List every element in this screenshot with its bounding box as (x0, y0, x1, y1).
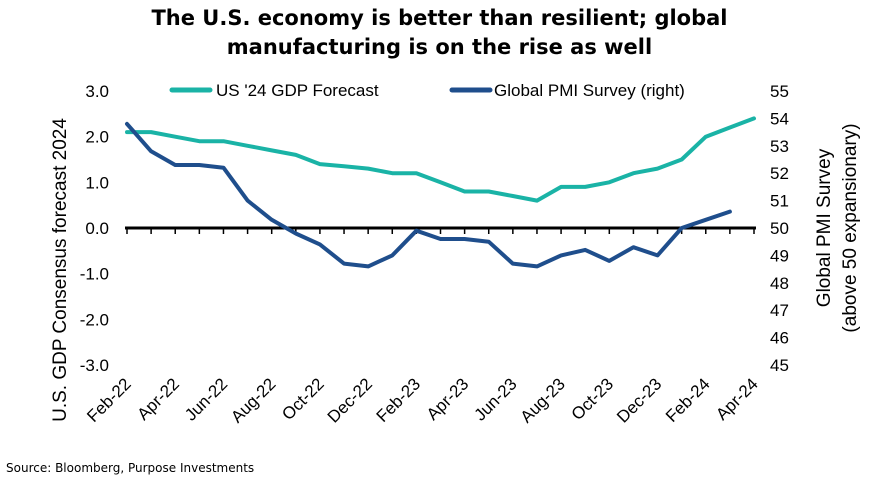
x-tick-label: Jun-22 (181, 374, 231, 424)
y-left-tick-label: 0.0 (85, 219, 109, 238)
legend: US '24 GDP Forecast Global PMI Survey (r… (169, 81, 685, 100)
x-tick-label: Dec-22 (324, 374, 376, 426)
y-axis-left-title: U.S. GDP Consensus forecast 2024 (50, 118, 71, 422)
chart-title-line1: The U.S. economy is better than resilien… (151, 6, 728, 30)
x-tick-label: Dec-23 (613, 374, 665, 426)
x-tick-label: Apr-24 (712, 374, 762, 424)
chart-title-line2: manufacturing is on the rise as well (226, 35, 653, 59)
x-tick-label: Feb-24 (662, 374, 714, 426)
y-left-tick-label: 2.0 (85, 128, 109, 147)
y-right-tick-label: 47 (770, 301, 789, 320)
x-tick-label: Feb-23 (373, 374, 425, 426)
y-left-tick-label: -1.0 (80, 265, 109, 284)
y-axis-right: 55 54 53 52 51 50 49 48 47 46 45 (770, 82, 789, 375)
x-tick-label: Aug-22 (227, 374, 279, 426)
y-axis-right-title-line1: Global PMI Survey (814, 148, 835, 307)
y-left-tick-label: 1.0 (85, 173, 109, 192)
legend-label-gdp: US '24 GDP Forecast (216, 81, 379, 100)
y-right-tick-label: 51 (770, 192, 789, 211)
y-right-tick-label: 54 (770, 109, 789, 128)
x-axis: Feb-22Apr-22Jun-22Aug-22Oct-22Dec-22Feb-… (83, 226, 762, 427)
x-tick-label: Oct-23 (568, 374, 618, 424)
y-left-tick-label: -3.0 (80, 356, 109, 375)
y-right-tick-label: 48 (770, 274, 789, 293)
source-note: Source: Bloomberg, Purpose Investments (6, 461, 255, 475)
y-left-tick-label: 3.0 (85, 82, 109, 101)
y-right-tick-label: 55 (770, 82, 789, 101)
x-tick-label: Aug-23 (517, 374, 569, 426)
x-tick-label: Apr-22 (134, 374, 184, 424)
series-line-global-pmi (125, 121, 732, 269)
x-tick-label: Oct-22 (278, 374, 328, 424)
y-right-tick-label: 50 (770, 219, 789, 238)
y-right-tick-label: 46 (770, 329, 789, 348)
x-tick-label: Apr-23 (423, 374, 473, 424)
series-layer (125, 116, 756, 269)
y-axis-right-title-line2: (above 50 expansionary) (840, 123, 861, 332)
y-axis-left: 3.0 2.0 1.0 0.0 -1.0 -2.0 -3.0 (80, 82, 109, 375)
y-right-tick-label: 45 (770, 356, 789, 375)
legend-label-pmi: Global PMI Survey (right) (494, 81, 685, 100)
x-tick-label: Jun-23 (470, 374, 520, 424)
series-line-gdp-forecast (125, 116, 756, 203)
y-left-tick-label: -2.0 (80, 310, 109, 329)
y-right-tick-label: 49 (770, 246, 789, 265)
y-right-tick-label: 53 (770, 137, 789, 156)
y-right-tick-label: 52 (770, 164, 789, 183)
chart-title: The U.S. economy is better than resilien… (0, 4, 879, 62)
x-tick-label: Feb-22 (83, 374, 135, 426)
